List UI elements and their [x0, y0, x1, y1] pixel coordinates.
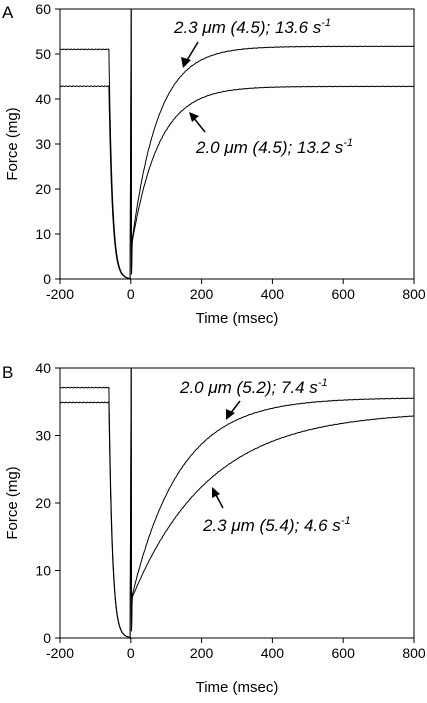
panel-b-y-tick-label: 0	[43, 630, 51, 646]
panel-a-x-tick-label: 0	[127, 286, 135, 302]
panel-a-x-tick-label: 600	[332, 286, 356, 302]
panel-b-y-axis-label: Force (mg)	[4, 466, 21, 539]
panel-a-trace-1	[59, 8, 414, 281]
panel-a-x-tick-label: 400	[261, 286, 285, 302]
panel-b-label: B	[2, 363, 13, 382]
panel-a-y-tick-label: 50	[35, 46, 51, 62]
panel-b-x-tick-label: 800	[402, 645, 426, 661]
panel-a-y-tick-label: 60	[35, 1, 51, 17]
panel-b-plot-frame	[59, 367, 415, 639]
panel-b-annotation-lower: 2.3 μm (5.4); 4.6 s-1	[202, 515, 351, 535]
panel-b-x-axis-label: Time (msec)	[196, 679, 279, 696]
panel-a-y-tick-label: 10	[35, 226, 51, 242]
panel-a-y-tick-label: 30	[35, 136, 51, 152]
panel-b-y-tick-label: 30	[35, 428, 51, 444]
panel-b-x-tick-label: 200	[190, 645, 214, 661]
panel-a-annotation-upper: 2.3 μm (4.5); 13.6 s-1	[173, 17, 331, 37]
panel-b-y-tick-label: 20	[35, 495, 51, 511]
panel-b-x-tick-label: 400	[261, 645, 285, 661]
panel-a-traces	[59, 8, 414, 281]
panel-b-trace-1	[59, 367, 414, 640]
panel-b-arrow-lower	[212, 487, 224, 509]
panel-b-x-tick-label: 600	[332, 645, 356, 661]
panel-a-arrow-upper	[181, 41, 199, 68]
panel-a-arrow-lower	[189, 112, 206, 133]
panel-b-traces	[59, 367, 414, 640]
panel-b-y-tick-label: 40	[35, 360, 51, 376]
panel-b-x-tick-label: 0	[127, 645, 135, 661]
panel-a-label: A	[2, 3, 14, 22]
panel-a-y-tick-label: 0	[43, 271, 51, 287]
panel-a-x-tick-label: 800	[402, 286, 426, 302]
panel-a-y-tick-label: 20	[35, 181, 51, 197]
panel-b-annotation-upper: 2.0 μm (5.2); 7.4 s-1	[179, 377, 328, 397]
panel-a-x-tick-label: 200	[190, 286, 214, 302]
panel-a-y-tick-label: 40	[35, 91, 51, 107]
panel-a-x-tick-label: -200	[46, 286, 74, 302]
panel-a-y-axis-label: Force (mg)	[4, 107, 21, 180]
panel-a-trace-2	[59, 8, 414, 281]
panel-b-arrow-upper	[226, 400, 241, 420]
panel-b-y-tick-label: 10	[35, 563, 51, 579]
panel-a-annotation-lower: 2.0 μm (4.5); 13.2 s-1	[195, 137, 353, 157]
panel-b-trace-2	[59, 367, 414, 640]
panel-b-x-tick-label: -200	[46, 645, 74, 661]
panel-a-x-axis-label: Time (msec)	[196, 310, 279, 327]
